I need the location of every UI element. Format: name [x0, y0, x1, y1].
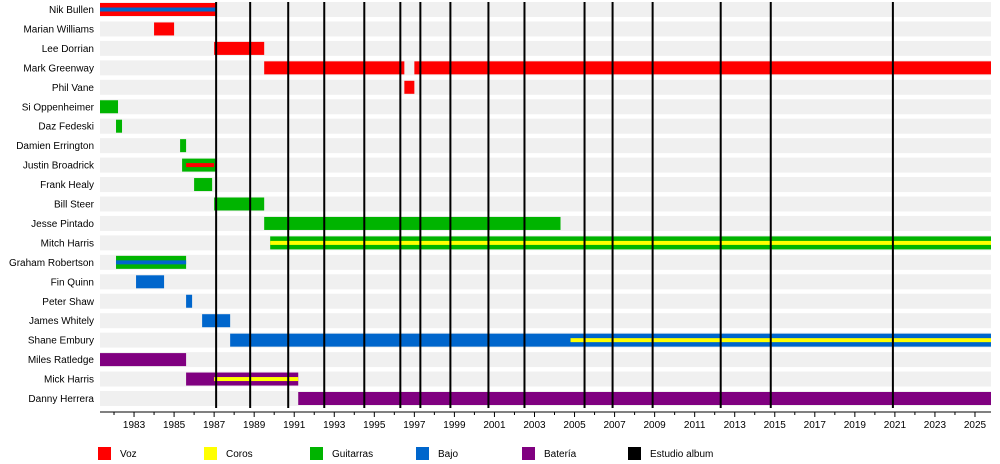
x-tick-label: 1983: [123, 420, 146, 431]
member-label: Miles Ratledge: [28, 355, 95, 366]
x-tick-label: 2013: [724, 420, 747, 431]
row-background: [100, 313, 991, 329]
x-tick-label: 2019: [844, 420, 867, 431]
member-label: James Whitely: [29, 316, 94, 327]
row-background: [100, 157, 991, 173]
member-bar-guitarras: [214, 197, 265, 211]
row-background: [100, 118, 991, 134]
x-tick-label: 2009: [643, 420, 666, 431]
row-background: [100, 196, 991, 212]
legend-label-bajo: Bajo: [438, 449, 458, 460]
member-bar-bateria: [100, 353, 187, 367]
member-bar-guitarras: [116, 119, 123, 133]
legend-swatch-voz: [98, 447, 111, 460]
row-background: [100, 293, 991, 309]
member-bar-guitarras: [264, 216, 561, 230]
member-label: Graham Robertson: [9, 258, 94, 269]
row-background: [100, 2, 991, 17]
x-tick-label: 1995: [363, 420, 386, 431]
legend-swatch-guitarras: [310, 447, 323, 460]
member-label: Marian Williams: [23, 24, 94, 35]
x-tick-label: 1987: [203, 420, 226, 431]
x-tick-label: 1985: [163, 420, 186, 431]
member-bar-guitarras: [100, 100, 119, 114]
member-label: Bill Steer: [54, 200, 95, 211]
member-bar-guitarras: [194, 178, 213, 192]
row-background: [100, 371, 991, 387]
x-tick-label: 2011: [684, 420, 706, 431]
x-tick-label: 2015: [764, 420, 787, 431]
x-tick-label: 2003: [523, 420, 546, 431]
member-bar-bajo: [186, 294, 193, 308]
legend-swatch-estudio: [628, 447, 641, 460]
member-label: Mitch Harris: [41, 238, 94, 249]
member-overlay-voz: [186, 163, 215, 168]
x-tick-label: 1997: [403, 420, 426, 431]
x-axis: 1983 1985 1987 1989 1991 1993 1995 1997 1999 2001…: [100, 411, 991, 431]
x-tick-label: 2017: [804, 420, 827, 431]
legend: Voz Coros Guitarras Bajo Batería Estudio albu…: [98, 447, 713, 460]
x-tick-label: 2005: [563, 420, 586, 431]
row-background: [100, 40, 991, 56]
member-overlay-bajo: [100, 7, 217, 12]
legend-label-bateria: Batería: [544, 449, 577, 460]
member-bar-guitarras: [180, 139, 187, 153]
row-background: [100, 138, 991, 154]
member-label: Damien Errington: [16, 141, 94, 152]
member-label: Fin Quinn: [51, 277, 94, 288]
member-bar-bajo: [136, 275, 165, 289]
row-background: [100, 79, 991, 95]
x-tick-label: 1993: [323, 420, 346, 431]
member-bar-voz: [414, 61, 992, 75]
member-label: Shane Embury: [28, 336, 94, 347]
x-tick-label: 2007: [603, 420, 626, 431]
legend-label-voz: Voz: [120, 449, 137, 460]
member-overlay-coros: [270, 240, 991, 245]
studio-album-lines: [215, 2, 894, 408]
member-label: Lee Dorrian: [42, 44, 94, 55]
member-labels: Nik Bullen Marian Williams Lee Dorrian Mark…: [9, 5, 95, 405]
member-overlay-coros: [570, 338, 991, 343]
x-tick-label: 2023: [924, 420, 947, 431]
row-background: [100, 21, 991, 37]
member-label: Frank Healy: [40, 180, 94, 191]
member-label: Si Oppenheimer: [22, 102, 95, 113]
legend-label-guitarras: Guitarras: [332, 449, 373, 460]
member-bar-bateria: [298, 392, 991, 405]
member-bar-voz: [404, 80, 415, 94]
member-label: Justin Broadrick: [23, 161, 95, 172]
member-label: Daz Fedeski: [38, 122, 94, 133]
legend-label-estudio: Estudio album: [650, 449, 713, 460]
row-background: [100, 177, 991, 193]
member-label: Phil Vane: [52, 83, 95, 94]
legend-swatch-coros: [204, 447, 217, 460]
member-label: Nik Bullen: [49, 5, 94, 16]
row-background: [100, 274, 991, 290]
member-label: Danny Herrera: [28, 394, 94, 405]
x-tick-label: 2001: [483, 420, 506, 431]
x-tick-label: 1989: [243, 420, 266, 431]
member-bar-voz: [214, 41, 265, 55]
member-label: Mick Harris: [44, 375, 94, 386]
row-background: [100, 99, 991, 115]
member-overlay-bajo: [116, 260, 187, 265]
x-tick-label: 1999: [443, 420, 466, 431]
member-label: Peter Shaw: [42, 297, 94, 308]
member-overlay-coros: [214, 377, 299, 382]
member-label: Jesse Pintado: [31, 219, 94, 230]
legend-swatch-bateria: [522, 447, 535, 460]
row-background: [100, 352, 991, 368]
x-tick-label: 1991: [283, 420, 306, 431]
x-tick-label: 2021: [884, 420, 907, 431]
x-tick-label: 2025: [964, 420, 987, 431]
row-background: [100, 254, 991, 270]
legend-swatch-bajo: [416, 447, 429, 460]
member-label: Mark Greenway: [23, 63, 94, 74]
member-bar-voz: [154, 22, 175, 36]
member-bar-voz: [264, 61, 405, 75]
legend-label-coros: Coros: [226, 449, 253, 460]
